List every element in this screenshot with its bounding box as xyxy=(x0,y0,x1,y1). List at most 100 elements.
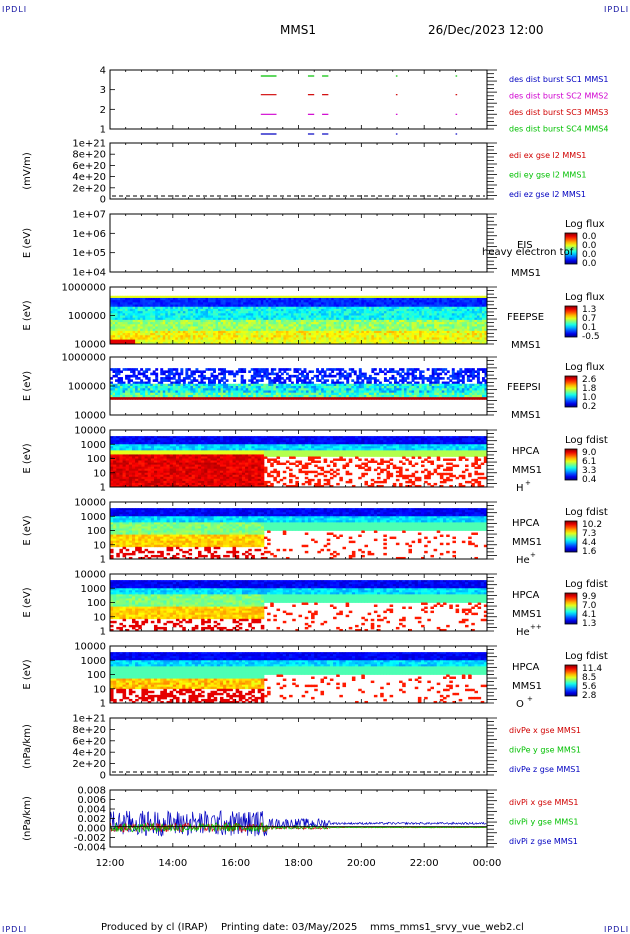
spectrogram-cell xyxy=(273,341,277,345)
spectrogram-cell xyxy=(240,392,244,396)
spectrogram-cell xyxy=(388,322,392,325)
spectrogram-cell xyxy=(275,313,279,316)
spectrogram-cell xyxy=(228,397,232,400)
spectrogram-cell xyxy=(155,313,159,316)
spectrogram-cell xyxy=(218,302,221,305)
spectrogram-cell xyxy=(115,397,118,400)
spectrogram-cell xyxy=(459,295,463,299)
spectrogram-cell xyxy=(406,394,410,398)
spectrogram-cell xyxy=(278,319,282,323)
spectrogram-cell xyxy=(401,302,405,305)
eis-cbar-title: Log flux xyxy=(565,219,605,230)
spectrogram-cell xyxy=(195,341,199,345)
spectrogram-cell xyxy=(218,328,221,332)
spectrogram-cell xyxy=(391,302,395,305)
spectrogram-cell xyxy=(137,324,141,327)
spectrogram-cell xyxy=(386,397,390,400)
spectrogram-cell xyxy=(167,374,171,378)
spectrogram-cell xyxy=(175,304,179,308)
spectrogram-cell xyxy=(157,311,161,314)
spectrogram-cell xyxy=(363,374,367,378)
spectrogram-cell xyxy=(348,330,352,334)
spectrogram-cell xyxy=(205,337,209,341)
spectrogram-cell xyxy=(283,370,287,374)
spectrogram-cell xyxy=(202,386,206,389)
spectrogram-cell xyxy=(202,383,206,387)
spectrogram-cell xyxy=(394,337,397,341)
spectrogram-cell xyxy=(341,341,345,345)
spectrogram-cell xyxy=(250,377,254,380)
spectrogram-cell xyxy=(162,335,166,338)
spectrogram-cell xyxy=(399,374,402,378)
spectrogram-cell xyxy=(404,328,407,332)
spectrogram-cell xyxy=(404,337,407,341)
spectrogram-cell xyxy=(416,330,420,334)
spectrogram-cell xyxy=(187,381,191,385)
spectrogram-cell xyxy=(464,322,468,325)
spectrogram-cell xyxy=(225,302,229,305)
spectrogram-cell xyxy=(280,388,284,391)
spectrogram-cell xyxy=(225,388,229,391)
spectrogram-cell xyxy=(421,333,425,336)
spectrogram-cell xyxy=(383,322,387,325)
spectrogram-cell xyxy=(406,297,410,301)
spectrogram-cell xyxy=(155,317,159,321)
spectrogram-cell xyxy=(125,313,128,316)
spectrogram-cell xyxy=(378,386,382,389)
spectrogram-cell xyxy=(255,394,259,398)
spectrogram-cell xyxy=(197,326,201,330)
spectrogram-cell xyxy=(238,368,242,371)
spectrogram-cell xyxy=(346,386,350,389)
spectrogram-cell xyxy=(180,337,184,341)
spectrogram-cell xyxy=(202,374,206,378)
spectrogram-cell xyxy=(135,383,139,387)
spectrogram-cell xyxy=(208,330,211,334)
spectrogram-cell xyxy=(273,337,277,341)
spectrogram-cell xyxy=(346,317,350,321)
spectrogram-cell xyxy=(351,295,355,299)
spectrogram-cell xyxy=(180,313,184,316)
spectrogram-cell xyxy=(298,308,302,312)
spectrogram-cell xyxy=(406,374,410,378)
spectrogram-cell xyxy=(404,392,407,396)
spectrogram-cell xyxy=(373,335,377,338)
spectrogram-cell xyxy=(366,304,370,308)
spectrogram-cell xyxy=(313,390,317,394)
spectrogram-cell xyxy=(484,313,488,316)
spectrogram-cell xyxy=(326,339,330,343)
spectrogram-cell xyxy=(147,392,151,396)
spectrogram-cell xyxy=(265,300,269,303)
spectrogram-cell xyxy=(474,319,478,323)
spectrogram-cell xyxy=(331,300,335,303)
spectrogram-cell xyxy=(223,308,227,312)
spectrogram-cell xyxy=(343,383,347,387)
spectrogram-cell xyxy=(293,304,297,308)
spectrogram-cell xyxy=(213,304,216,308)
spectrogram-cell xyxy=(311,370,314,374)
spectrogram-cell xyxy=(363,319,367,323)
spectrogram-cell xyxy=(125,304,128,308)
spectrogram-cell xyxy=(404,341,407,345)
spectrogram-cell xyxy=(225,386,229,389)
spectrogram-cell xyxy=(373,333,377,336)
spectrogram-cell xyxy=(260,374,264,378)
spectrogram-cell xyxy=(446,311,450,314)
spectrogram-cell xyxy=(155,308,159,312)
spectrogram-cell xyxy=(110,317,113,321)
spectrogram-cell xyxy=(243,333,247,336)
spectrogram-cell xyxy=(190,311,194,314)
spectrogram-cell xyxy=(220,326,224,330)
spectrogram-cell xyxy=(157,322,161,325)
spectrogram-cell xyxy=(441,302,445,305)
spectrogram-cell xyxy=(215,300,219,303)
spectrogram-cell xyxy=(192,311,196,314)
spectrogram-cell xyxy=(233,319,237,323)
spectrogram-cell xyxy=(411,370,415,374)
spectrogram-cell xyxy=(137,308,141,312)
spectrogram-cell xyxy=(255,397,259,400)
spectrogram-cell xyxy=(270,339,274,343)
spectrogram-cell xyxy=(378,397,382,400)
spectrogram-cell xyxy=(356,333,360,336)
spectrogram-cell xyxy=(308,319,312,323)
spectrogram-cell xyxy=(361,372,365,376)
